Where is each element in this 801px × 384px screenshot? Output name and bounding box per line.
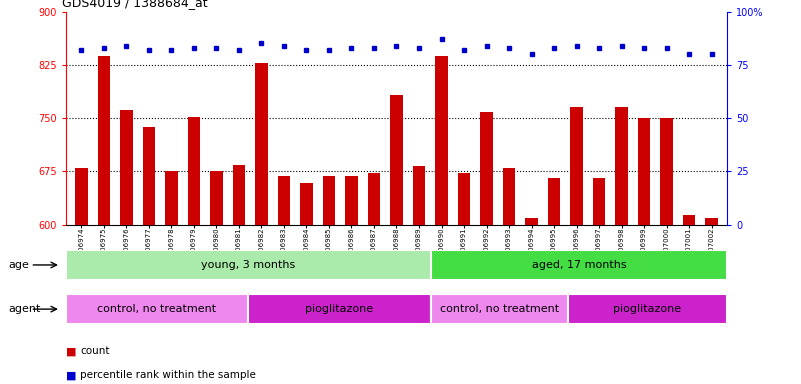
Bar bbox=[165, 170, 178, 225]
Bar bbox=[638, 118, 650, 225]
Bar bbox=[660, 118, 673, 225]
Bar bbox=[593, 178, 606, 225]
Bar bbox=[256, 63, 268, 225]
Bar bbox=[568, 294, 727, 324]
Bar bbox=[615, 107, 628, 225]
Text: agent: agent bbox=[8, 304, 40, 314]
Bar bbox=[706, 217, 718, 225]
Text: pioglitazone: pioglitazone bbox=[614, 304, 682, 314]
Text: count: count bbox=[80, 346, 110, 356]
Text: ■: ■ bbox=[66, 370, 76, 380]
Bar bbox=[120, 109, 133, 225]
Text: ■: ■ bbox=[66, 346, 76, 356]
Bar bbox=[233, 165, 245, 225]
Text: percentile rank within the sample: percentile rank within the sample bbox=[80, 370, 256, 380]
Bar bbox=[66, 294, 248, 324]
Bar bbox=[413, 166, 425, 225]
Bar bbox=[481, 113, 493, 225]
Bar bbox=[368, 173, 380, 225]
Bar bbox=[431, 250, 727, 280]
Bar bbox=[248, 294, 431, 324]
Bar bbox=[503, 168, 515, 225]
Bar bbox=[75, 168, 87, 225]
Bar bbox=[143, 127, 155, 225]
Bar bbox=[683, 215, 695, 225]
Text: control, no treatment: control, no treatment bbox=[440, 304, 559, 314]
Bar bbox=[390, 94, 403, 225]
Bar bbox=[187, 117, 200, 225]
Text: aged, 17 months: aged, 17 months bbox=[532, 260, 626, 270]
Text: control, no treatment: control, no treatment bbox=[98, 304, 216, 314]
Bar bbox=[431, 294, 568, 324]
Bar bbox=[66, 250, 431, 280]
Bar bbox=[548, 179, 560, 225]
Text: age: age bbox=[8, 260, 29, 270]
Bar bbox=[458, 174, 470, 225]
Text: young, 3 months: young, 3 months bbox=[201, 260, 296, 270]
Text: GDS4019 / 1388684_at: GDS4019 / 1388684_at bbox=[62, 0, 208, 9]
Bar bbox=[323, 176, 335, 225]
Bar bbox=[278, 176, 290, 225]
Bar bbox=[435, 56, 448, 225]
Text: pioglitazone: pioglitazone bbox=[305, 304, 373, 314]
Bar bbox=[98, 56, 110, 225]
Bar bbox=[211, 171, 223, 225]
Bar bbox=[345, 176, 358, 225]
Bar bbox=[300, 184, 312, 225]
Bar bbox=[525, 217, 537, 225]
Bar bbox=[570, 108, 582, 225]
